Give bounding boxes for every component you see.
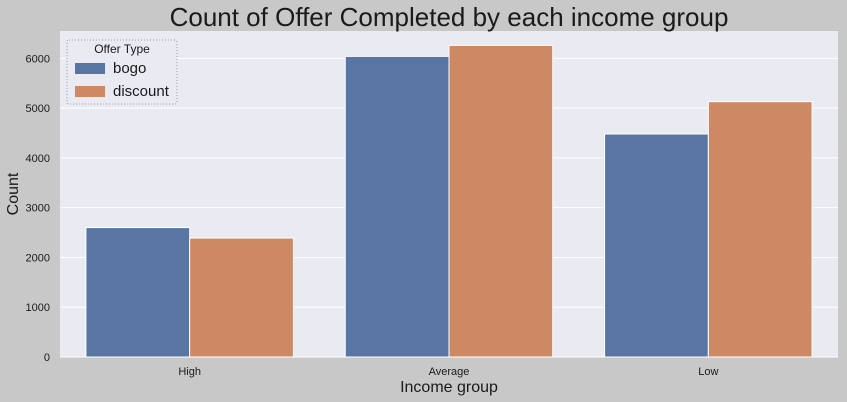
y-axis-ticks: 0 1000 2000 3000 4000 5000 6000 (26, 53, 50, 364)
x-tick-label: Low (698, 366, 718, 378)
bar-discount-low (707, 101, 813, 358)
legend-label-bogo: bogo (113, 60, 146, 77)
x-tick-label: High (178, 366, 201, 378)
x-axis-ticks: High Average Low (178, 366, 718, 378)
y-tick-label: 6000 (26, 53, 50, 65)
bars (85, 44, 813, 358)
bar-bogo-high (85, 227, 191, 358)
bar-discount-average (448, 44, 554, 358)
legend-title: Offer Type (94, 42, 150, 56)
y-tick-label: 0 (44, 352, 50, 364)
legend-swatch-bogo (75, 63, 105, 74)
bar-discount-high (189, 237, 294, 358)
legend-swatch-discount (75, 86, 105, 97)
y-tick-label: 2000 (26, 252, 50, 264)
bar-bogo-average (344, 55, 450, 358)
legend-label-discount: discount (113, 83, 170, 100)
y-tick-label: 1000 (26, 302, 50, 314)
y-tick-label: 5000 (26, 103, 50, 115)
x-tick-label: Average (429, 366, 470, 378)
legend: Offer Type bogo discount (66, 39, 178, 105)
bar-bogo-low (604, 133, 709, 358)
chart-title: Count of Offer Completed by each income … (170, 2, 729, 32)
x-axis-label: Income group (400, 379, 498, 396)
y-tick-label: 3000 (26, 203, 50, 215)
y-tick-label: 4000 (26, 153, 50, 165)
y-axis-label: Count (5, 172, 22, 215)
